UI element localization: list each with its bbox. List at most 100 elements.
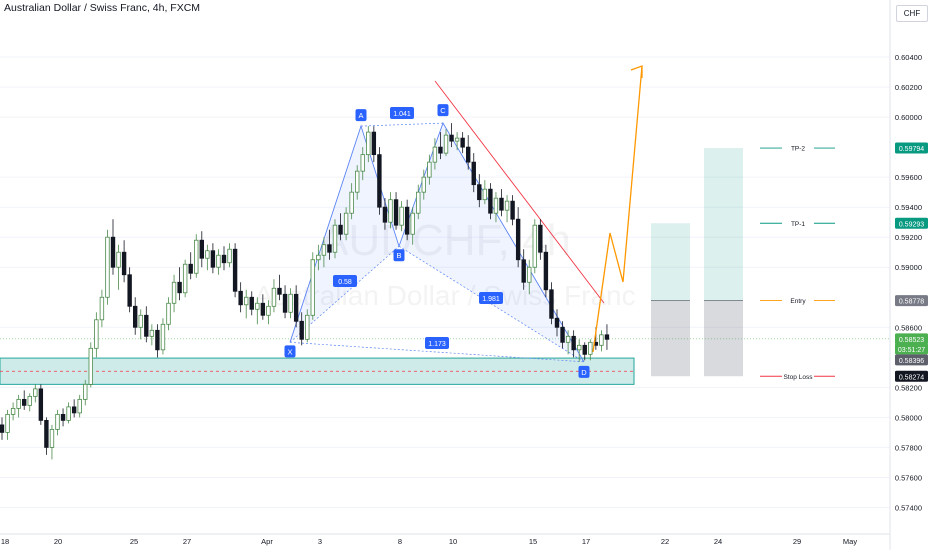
target-zone-tp2 [704, 148, 743, 301]
candle-body [305, 314, 310, 340]
level-markers[interactable]: TP-2 TP-1 Entry Stop Loss [760, 143, 835, 382]
candle-body [332, 224, 338, 253]
level-label: Entry [790, 298, 806, 305]
candle-body [588, 341, 593, 355]
projection-path[interactable] [592, 65, 643, 353]
symbol-title[interactable]: Australian Dollar / Swiss Franc, 4h, FXC… [4, 2, 201, 14]
candle-body [354, 170, 360, 193]
projection-line[interactable] [592, 65, 643, 353]
candle-body [271, 287, 277, 307]
support-zone-rect[interactable] [0, 357, 635, 385]
candle-body [83, 383, 88, 400]
candle-body [5, 413, 10, 433]
price-tick-label: 0.57400 [895, 503, 922, 512]
candle-body [438, 146, 443, 154]
candle-body [532, 224, 537, 268]
candle-body [560, 326, 565, 343]
candle-body [577, 344, 582, 351]
candle-body [55, 413, 60, 430]
price-tick-label: 0.58000 [895, 413, 922, 422]
candle-body [549, 289, 554, 319]
symbol-watermark: AUDCHF, 4h Australian Dollar / Swiss Fra… [254, 216, 635, 311]
candle-body [510, 200, 515, 220]
candle-body [155, 329, 160, 351]
trendline[interactable] [434, 80, 605, 304]
price-badge[interactable] [895, 370, 928, 382]
candle-body [94, 319, 99, 349]
time-tick-label: 8 [398, 537, 402, 546]
harmonic-ratio-badge[interactable] [333, 275, 357, 287]
candle-body [216, 254, 221, 268]
candle-body [565, 335, 571, 343]
candle-body [127, 274, 132, 307]
price-tick-label: 0.60200 [895, 83, 922, 92]
candle-body [288, 293, 293, 313]
grid [0, 56, 890, 508]
price-badge[interactable] [895, 354, 928, 366]
watermark-name: Australian Dollar / Swiss Franc [254, 280, 635, 311]
harmonic-point-badge[interactable] [578, 365, 590, 378]
time-tick-label: 15 [529, 537, 537, 546]
candle-body [205, 250, 210, 259]
candle-body [460, 137, 465, 148]
harmonic-ratio-badge[interactable] [390, 107, 414, 119]
candle-body [443, 134, 449, 154]
candle-body [188, 263, 193, 274]
harmonic-point-badge[interactable] [284, 345, 296, 358]
candle-body [16, 398, 21, 409]
candle-body [465, 146, 471, 163]
harmonic-ratio-badge[interactable] [479, 292, 503, 304]
time-tick-label: May [843, 537, 857, 546]
harmonic-point-label: X [287, 347, 292, 356]
resistance-trendline[interactable] [434, 80, 605, 304]
price-badge[interactable] [895, 295, 928, 307]
candle-body [515, 218, 521, 261]
harmonic-point-badge[interactable] [393, 249, 405, 262]
candle-body [371, 131, 377, 156]
harmonic-ratio-badge[interactable] [425, 337, 449, 349]
level-label-bg [782, 143, 814, 154]
harmonic-ratio-line [360, 122, 444, 127]
price-badge[interactable] [895, 217, 928, 229]
candle-body [243, 296, 249, 306]
harmonic-point-badge[interactable] [437, 104, 449, 117]
price-tick-label: 0.57800 [895, 443, 922, 452]
time-tick-label: 3 [318, 537, 322, 546]
harmonic-pattern[interactable]: 1.041 0.58 1.981 1.173 X A B C D [284, 104, 590, 378]
price-badge[interactable] [895, 343, 928, 355]
price-badge[interactable] [895, 142, 928, 154]
candle-body [121, 251, 127, 276]
time-tick-label: 20 [54, 537, 62, 546]
candles [0, 123, 610, 460]
candle-body [410, 212, 415, 235]
harmonic-ratio-label: 1.041 [393, 111, 411, 118]
time-tick-label: 22 [661, 537, 669, 546]
risk-zone-1 [651, 300, 690, 377]
candle-body [210, 250, 216, 268]
candle-body [199, 239, 204, 259]
candle-body [488, 188, 493, 214]
harmonic-ratio-label: 1.981 [482, 296, 500, 303]
candle-body [277, 287, 282, 295]
price-tick-label: 0.59600 [895, 173, 922, 182]
price-badge[interactable] [895, 333, 928, 345]
time-tick-label: Apr [261, 537, 273, 546]
candle-body [377, 154, 382, 208]
candle-body [493, 197, 499, 214]
harmonic-point-badge[interactable] [355, 109, 367, 122]
target-zone-tp1 [651, 223, 690, 301]
harmonic-point-label: C [440, 106, 446, 115]
candle-body [282, 293, 288, 313]
time-axis[interactable]: 18 20 25 27 Apr 3 8 10 15 17 22 24 29 May [0, 533, 890, 546]
price-badge-label: 03:51:27 [898, 347, 925, 354]
harmonic-point-label: A [358, 111, 363, 120]
price-axis[interactable]: 0.60400 0.60200 0.60000 0.59600 0.59400 0.592… [889, 0, 928, 550]
watermark-symbol: AUDCHF, 4h [319, 216, 571, 265]
candle-body [582, 344, 587, 355]
candle-body [177, 281, 182, 294]
support-zone[interactable] [0, 357, 635, 385]
position-boxes [651, 148, 743, 377]
currency-selector[interactable]: CHF [896, 5, 928, 22]
candle-body [388, 199, 393, 223]
